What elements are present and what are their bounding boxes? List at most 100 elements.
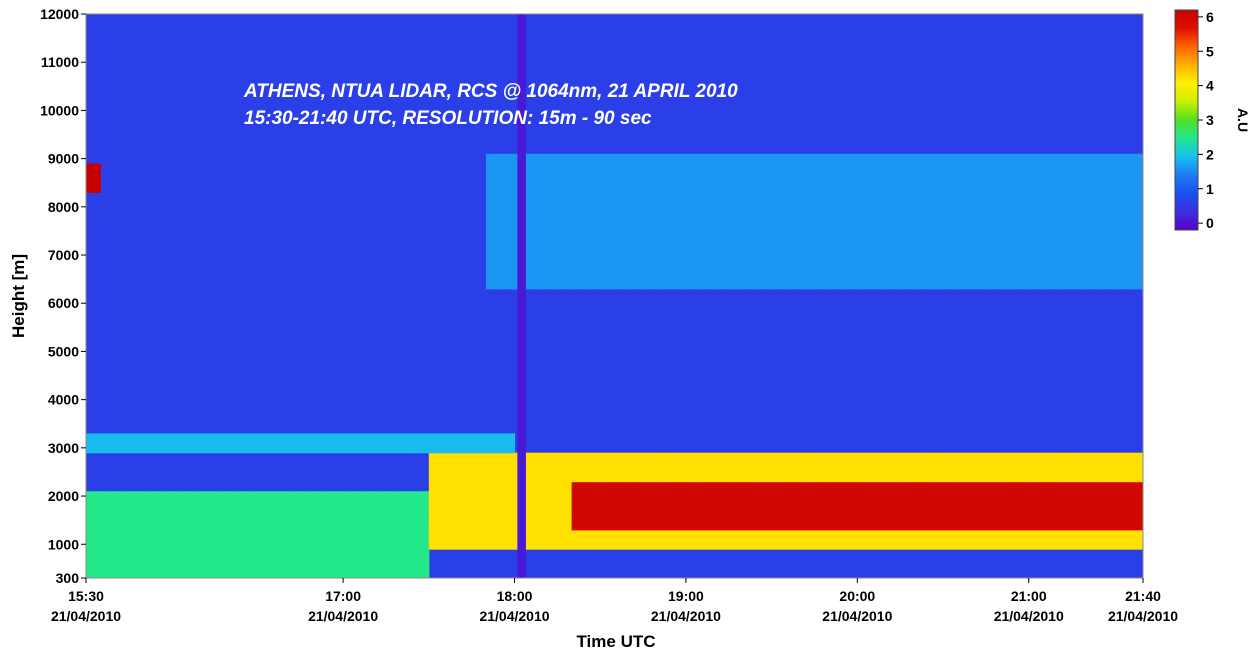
heatmap-cell: [1085, 211, 1101, 222]
heatmap-cell: [1114, 202, 1130, 213]
heatmap-cell: [943, 230, 958, 242]
heatmap-cell: [1014, 211, 1030, 222]
y-tick-label: 1000: [48, 536, 79, 552]
heatmap-cell: [400, 529, 416, 541]
heatmap-cell: [814, 259, 830, 271]
heatmap-cell: [671, 163, 687, 174]
heatmap-cell: [143, 520, 159, 531]
heatmap-cell: [871, 230, 887, 242]
heatmap-cell: [185, 433, 201, 444]
heatmap-cell: [743, 211, 758, 222]
heatmap-cell: [414, 491, 430, 502]
heatmap-cell: [385, 491, 401, 502]
heatmap-cell: [214, 568, 230, 578]
heatmap-cell: [600, 471, 616, 483]
heatmap-cell: [914, 173, 930, 184]
heatmap-cell: [1100, 539, 1116, 550]
heatmap-cell: [528, 471, 544, 483]
heatmap-cell: [928, 202, 944, 213]
heatmap-cell: [1071, 182, 1087, 193]
colorbar-ticks: 0 1 2 3 4 5 6: [1198, 9, 1214, 231]
heatmap-cell: [785, 279, 801, 290]
heatmap-cell: [243, 529, 258, 541]
heatmap-cell: [485, 279, 501, 290]
heatmap-cell: [400, 491, 416, 502]
heatmap-cell: [328, 433, 344, 444]
heatmap-cell: [771, 250, 787, 261]
heatmap-cell: [1014, 539, 1030, 550]
heatmap-cell: [86, 443, 101, 454]
heatmap-cell: [700, 240, 716, 251]
heatmap-cell: [728, 211, 744, 222]
heatmap-cell: [1071, 173, 1087, 184]
heatmap-cell: [800, 269, 816, 280]
heatmap-cell: [685, 481, 701, 492]
heatmap-cell: [685, 529, 701, 541]
heatmap-cell: [728, 202, 744, 213]
heatmap-cell: [1000, 221, 1016, 232]
heatmap-cell: [700, 173, 716, 184]
heatmap-cell: [657, 153, 673, 165]
heatmap-cell: [714, 163, 730, 174]
heatmap-cell: [1128, 153, 1143, 165]
heatmap-cell: [1028, 182, 1044, 193]
heatmap-cell: [800, 192, 816, 203]
heatmap-cell: [485, 481, 501, 492]
heatmap-cell: [228, 549, 244, 560]
heatmap-cell: [485, 462, 501, 473]
heatmap-cell: [143, 510, 159, 521]
heatmap-cell: [614, 211, 630, 222]
heatmap-cell: [628, 520, 644, 531]
heatmap-cell: [157, 443, 173, 454]
heatmap-cell: [1000, 259, 1016, 271]
heatmap-cell: [414, 510, 430, 521]
heatmap-cell: [828, 481, 844, 492]
heatmap-cell: [200, 520, 216, 531]
heatmap-cell: [357, 520, 373, 531]
heatmap-cell: [1085, 163, 1101, 174]
heatmap-cell: [871, 221, 887, 232]
heatmap-cell: [857, 240, 873, 251]
heatmap-cell: [900, 481, 916, 492]
heatmap-cell: [1085, 462, 1101, 473]
heatmap-cell: [543, 491, 558, 502]
heatmap-cell: [843, 452, 858, 463]
heatmap-cell: [1028, 269, 1044, 280]
heatmap-cell: [86, 529, 101, 541]
heatmap-cell: [757, 250, 773, 261]
heatmap-cell: [557, 529, 573, 541]
heatmap-cell: [500, 240, 516, 251]
heatmap-cell: [828, 230, 844, 242]
heatmap-cell: [885, 471, 901, 483]
heatmap-cell: [1043, 173, 1058, 184]
heatmap-cell: [1057, 259, 1073, 271]
y-tick-label: 10000: [40, 102, 79, 118]
heatmap-cell: [1128, 500, 1143, 512]
heatmap-cell: [1085, 192, 1101, 203]
heatmap-cell: [600, 510, 616, 521]
heatmap-cell: [543, 259, 558, 271]
heatmap-cell: [728, 471, 744, 483]
heatmap-cell: [557, 211, 573, 222]
heatmap-cell: [757, 510, 773, 521]
heatmap-cell: [200, 491, 216, 502]
heatmap-cell: [543, 269, 558, 280]
heatmap-cell: [557, 269, 573, 280]
heatmap-cell: [943, 529, 958, 541]
heatmap-cell: [585, 510, 601, 521]
heatmap-cell: [728, 452, 744, 463]
heatmap-cell: [943, 163, 958, 174]
heatmap-cell: [485, 202, 501, 213]
heatmap-cell: [714, 529, 730, 541]
heatmap-cell: [128, 520, 144, 531]
heatmap-cell: [543, 452, 558, 463]
heatmap-cell: [285, 568, 301, 578]
heatmap-cell: [328, 491, 344, 502]
heatmap-cell: [86, 568, 101, 578]
heatmap-cell: [900, 279, 916, 290]
heatmap-cell: [843, 520, 858, 531]
heatmap-cell: [100, 510, 116, 521]
heatmap-cell: [314, 443, 330, 454]
heatmap-cell: [957, 269, 973, 280]
heatmap-cell: [1014, 221, 1030, 232]
